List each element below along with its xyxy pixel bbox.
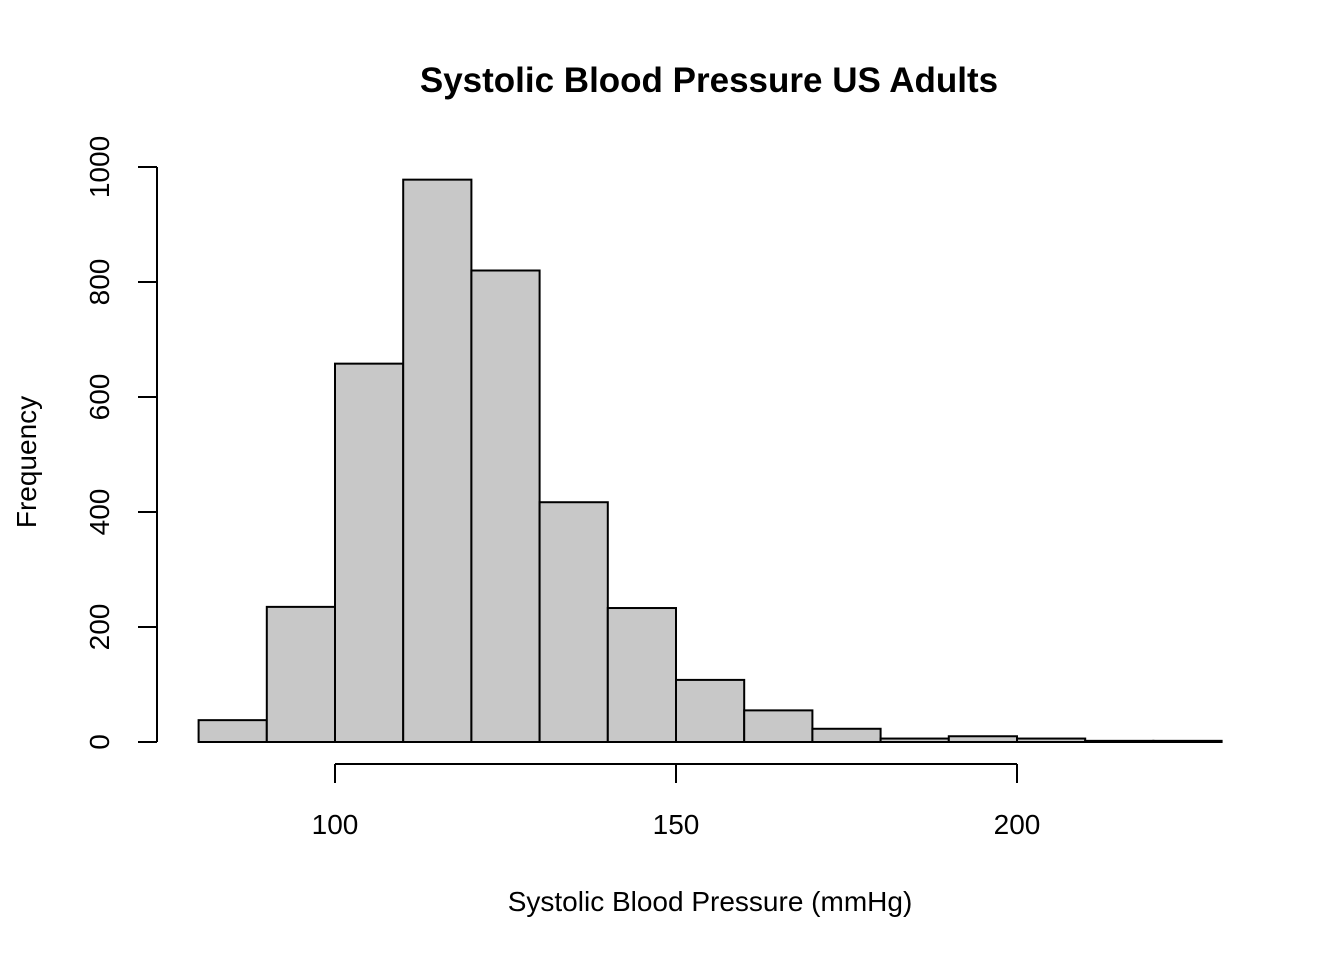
- histogram-bar: [743, 709, 814, 743]
- histogram-bar: [606, 607, 677, 744]
- y-tick-label: 600: [84, 374, 115, 421]
- histogram-bar: [1084, 739, 1155, 743]
- x-axis: 100 150 200: [312, 763, 1041, 840]
- histogram-bar: [470, 269, 541, 743]
- histogram-bar: [879, 737, 950, 743]
- histogram-bar: [811, 727, 882, 744]
- y-axis-label: Frequency: [11, 396, 42, 528]
- chart-title: Systolic Blood Pressure US Adults: [420, 61, 998, 100]
- histogram-bar: [1016, 737, 1087, 743]
- y-tick-label: 1000: [84, 136, 115, 198]
- x-tick-label: 100: [312, 809, 359, 840]
- histogram-bar: [947, 735, 1018, 743]
- x-axis-label: Systolic Blood Pressure (mmHg): [508, 886, 913, 917]
- y-axis: 0 200 400 600 800 1000: [84, 136, 158, 750]
- x-tick-label: 150: [653, 809, 700, 840]
- histogram-bar: [334, 362, 405, 743]
- histogram-bar: [197, 719, 268, 744]
- histogram-bar: [402, 178, 473, 743]
- histogram-bar: [675, 678, 746, 744]
- y-tick-label: 800: [84, 259, 115, 306]
- histogram-bar: [265, 605, 336, 743]
- histogram-bar: [1152, 739, 1223, 743]
- y-tick-label: 0: [84, 734, 115, 750]
- x-tick-label: 200: [994, 809, 1041, 840]
- histogram-bar: [538, 501, 609, 743]
- y-tick-label: 200: [84, 604, 115, 651]
- y-tick-label: 400: [84, 489, 115, 536]
- bars-group: [197, 178, 1223, 744]
